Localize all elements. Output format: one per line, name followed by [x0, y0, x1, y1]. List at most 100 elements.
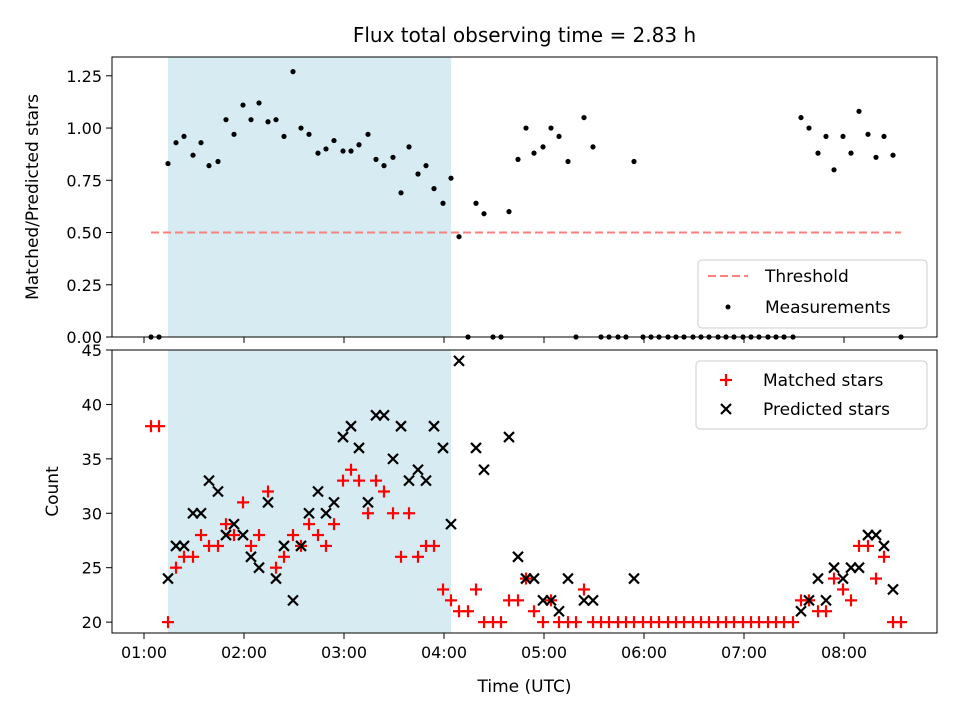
top-legend: Threshold Measurements	[697, 259, 928, 329]
measurement-point	[165, 160, 171, 167]
measurement-point	[373, 156, 379, 162]
measurement-point	[873, 154, 879, 160]
top-y-axis-label: Matched/Predicted stars	[23, 94, 43, 300]
predicted-star-point	[395, 420, 407, 432]
matched-star-point	[828, 572, 840, 585]
x-tick-label: 03:00	[321, 643, 367, 662]
measurement-point	[565, 158, 571, 165]
measurement-point	[506, 209, 512, 215]
predicted-star-point	[337, 431, 349, 443]
predicted-star-point	[420, 474, 432, 487]
matched-star-point	[245, 539, 257, 552]
predicted-star-point	[512, 551, 524, 563]
measurement-point	[348, 148, 354, 154]
matched-star-point	[403, 507, 415, 520]
top-y-ticks: 0.00 0.25 0.50 0.75 1.00 1.25	[66, 67, 112, 347]
measurement-point	[806, 125, 812, 131]
matched-star-point	[470, 583, 482, 596]
matched-star-point	[162, 616, 174, 629]
matched-star-point	[895, 616, 907, 629]
measurement-point	[448, 175, 454, 181]
y-tick-label: 20	[82, 613, 102, 632]
x-tick-label: 01:00	[121, 643, 167, 662]
matched-star-point	[462, 605, 474, 618]
measurement-point	[531, 150, 537, 156]
predicted-star-point	[528, 572, 540, 585]
matched-star-point	[570, 616, 582, 629]
predicted-star-point	[220, 529, 232, 541]
y-tick-label: 25	[82, 559, 102, 578]
measurement-point	[631, 158, 637, 165]
legend-threshold-label: Threshold	[764, 267, 849, 287]
matched-star-point	[153, 420, 165, 433]
predicted-star-point	[437, 442, 449, 454]
matched-star-point	[512, 594, 524, 607]
x-tick-label: 02:00	[221, 643, 267, 662]
matched-star-point	[253, 529, 265, 542]
predicted-star-point	[412, 463, 424, 476]
measurement-point	[856, 108, 862, 114]
y-tick-label: 0.25	[66, 276, 102, 295]
measurement-point	[265, 119, 271, 125]
matched-star-point	[878, 550, 890, 563]
legend-matched-swatch	[720, 374, 732, 386]
predicted-star-point	[553, 605, 565, 618]
matched-star-point	[328, 518, 340, 531]
matched-star-point	[428, 539, 440, 552]
matched-star-point	[353, 474, 365, 487]
matched-star-point	[395, 550, 407, 563]
bottom-x-ticks: 01:00 02:00 03:00 04:00 05:00 06:00 07:00 08:00	[121, 633, 867, 662]
measurement-point	[231, 131, 237, 137]
predicted-star-point	[303, 507, 315, 520]
measurement-point	[581, 114, 587, 121]
predicted-star-point	[820, 594, 832, 607]
measurement-point	[831, 167, 837, 173]
predicted-star-point	[312, 485, 324, 498]
matched-star-point	[378, 485, 390, 498]
measurement-point	[556, 133, 562, 140]
predicted-star-point	[387, 453, 399, 465]
predicted-star-point	[295, 540, 307, 552]
predicted-star-point	[828, 561, 840, 574]
measurement-point	[190, 152, 196, 158]
predicted-star-point	[445, 518, 457, 530]
bottom-axes-frame	[111, 349, 938, 634]
measurement-point	[823, 133, 829, 140]
measurement-point	[865, 131, 871, 137]
measurement-point	[548, 125, 554, 131]
measurement-point	[540, 144, 546, 150]
matched-star-point	[370, 474, 382, 487]
matched-star-point	[387, 507, 399, 520]
y-tick-label: 1.25	[66, 67, 102, 86]
measurement-point	[173, 140, 179, 146]
y-tick-label: 0.75	[66, 171, 102, 190]
predicted-star-point	[870, 529, 882, 541]
matched-star-point	[870, 572, 882, 585]
legend-measurements-swatch	[725, 304, 731, 310]
measurement-point	[881, 133, 887, 140]
predicted-star-point	[378, 409, 390, 422]
x-tick-label: 04:00	[421, 643, 467, 662]
measurement-point	[456, 234, 462, 240]
predicted-star-point	[403, 474, 415, 487]
measurement-point	[798, 114, 804, 121]
predicted-star-point	[562, 572, 574, 585]
measurement-point	[356, 142, 362, 148]
predicted-star-point	[228, 518, 240, 530]
predicted-star-point	[195, 507, 207, 520]
predicted-star-point	[578, 594, 590, 607]
matched-star-point	[278, 550, 290, 563]
x-tick-label: 05:00	[521, 643, 567, 662]
measurement-point	[406, 144, 412, 150]
matched-star-point	[445, 594, 457, 607]
measurement-point	[365, 131, 371, 137]
y-tick-label: 45	[82, 341, 102, 360]
measurement-point	[515, 156, 521, 162]
matched-star-point	[187, 550, 199, 563]
matched-star-point	[578, 583, 590, 596]
predicted-star-point	[237, 529, 249, 541]
chart-title: Flux total observing time = 2.83 h	[353, 23, 696, 47]
y-tick-label: 1.00	[66, 119, 102, 138]
legend-matched-label: Matched stars	[763, 371, 883, 391]
matched-star-point	[837, 583, 849, 596]
